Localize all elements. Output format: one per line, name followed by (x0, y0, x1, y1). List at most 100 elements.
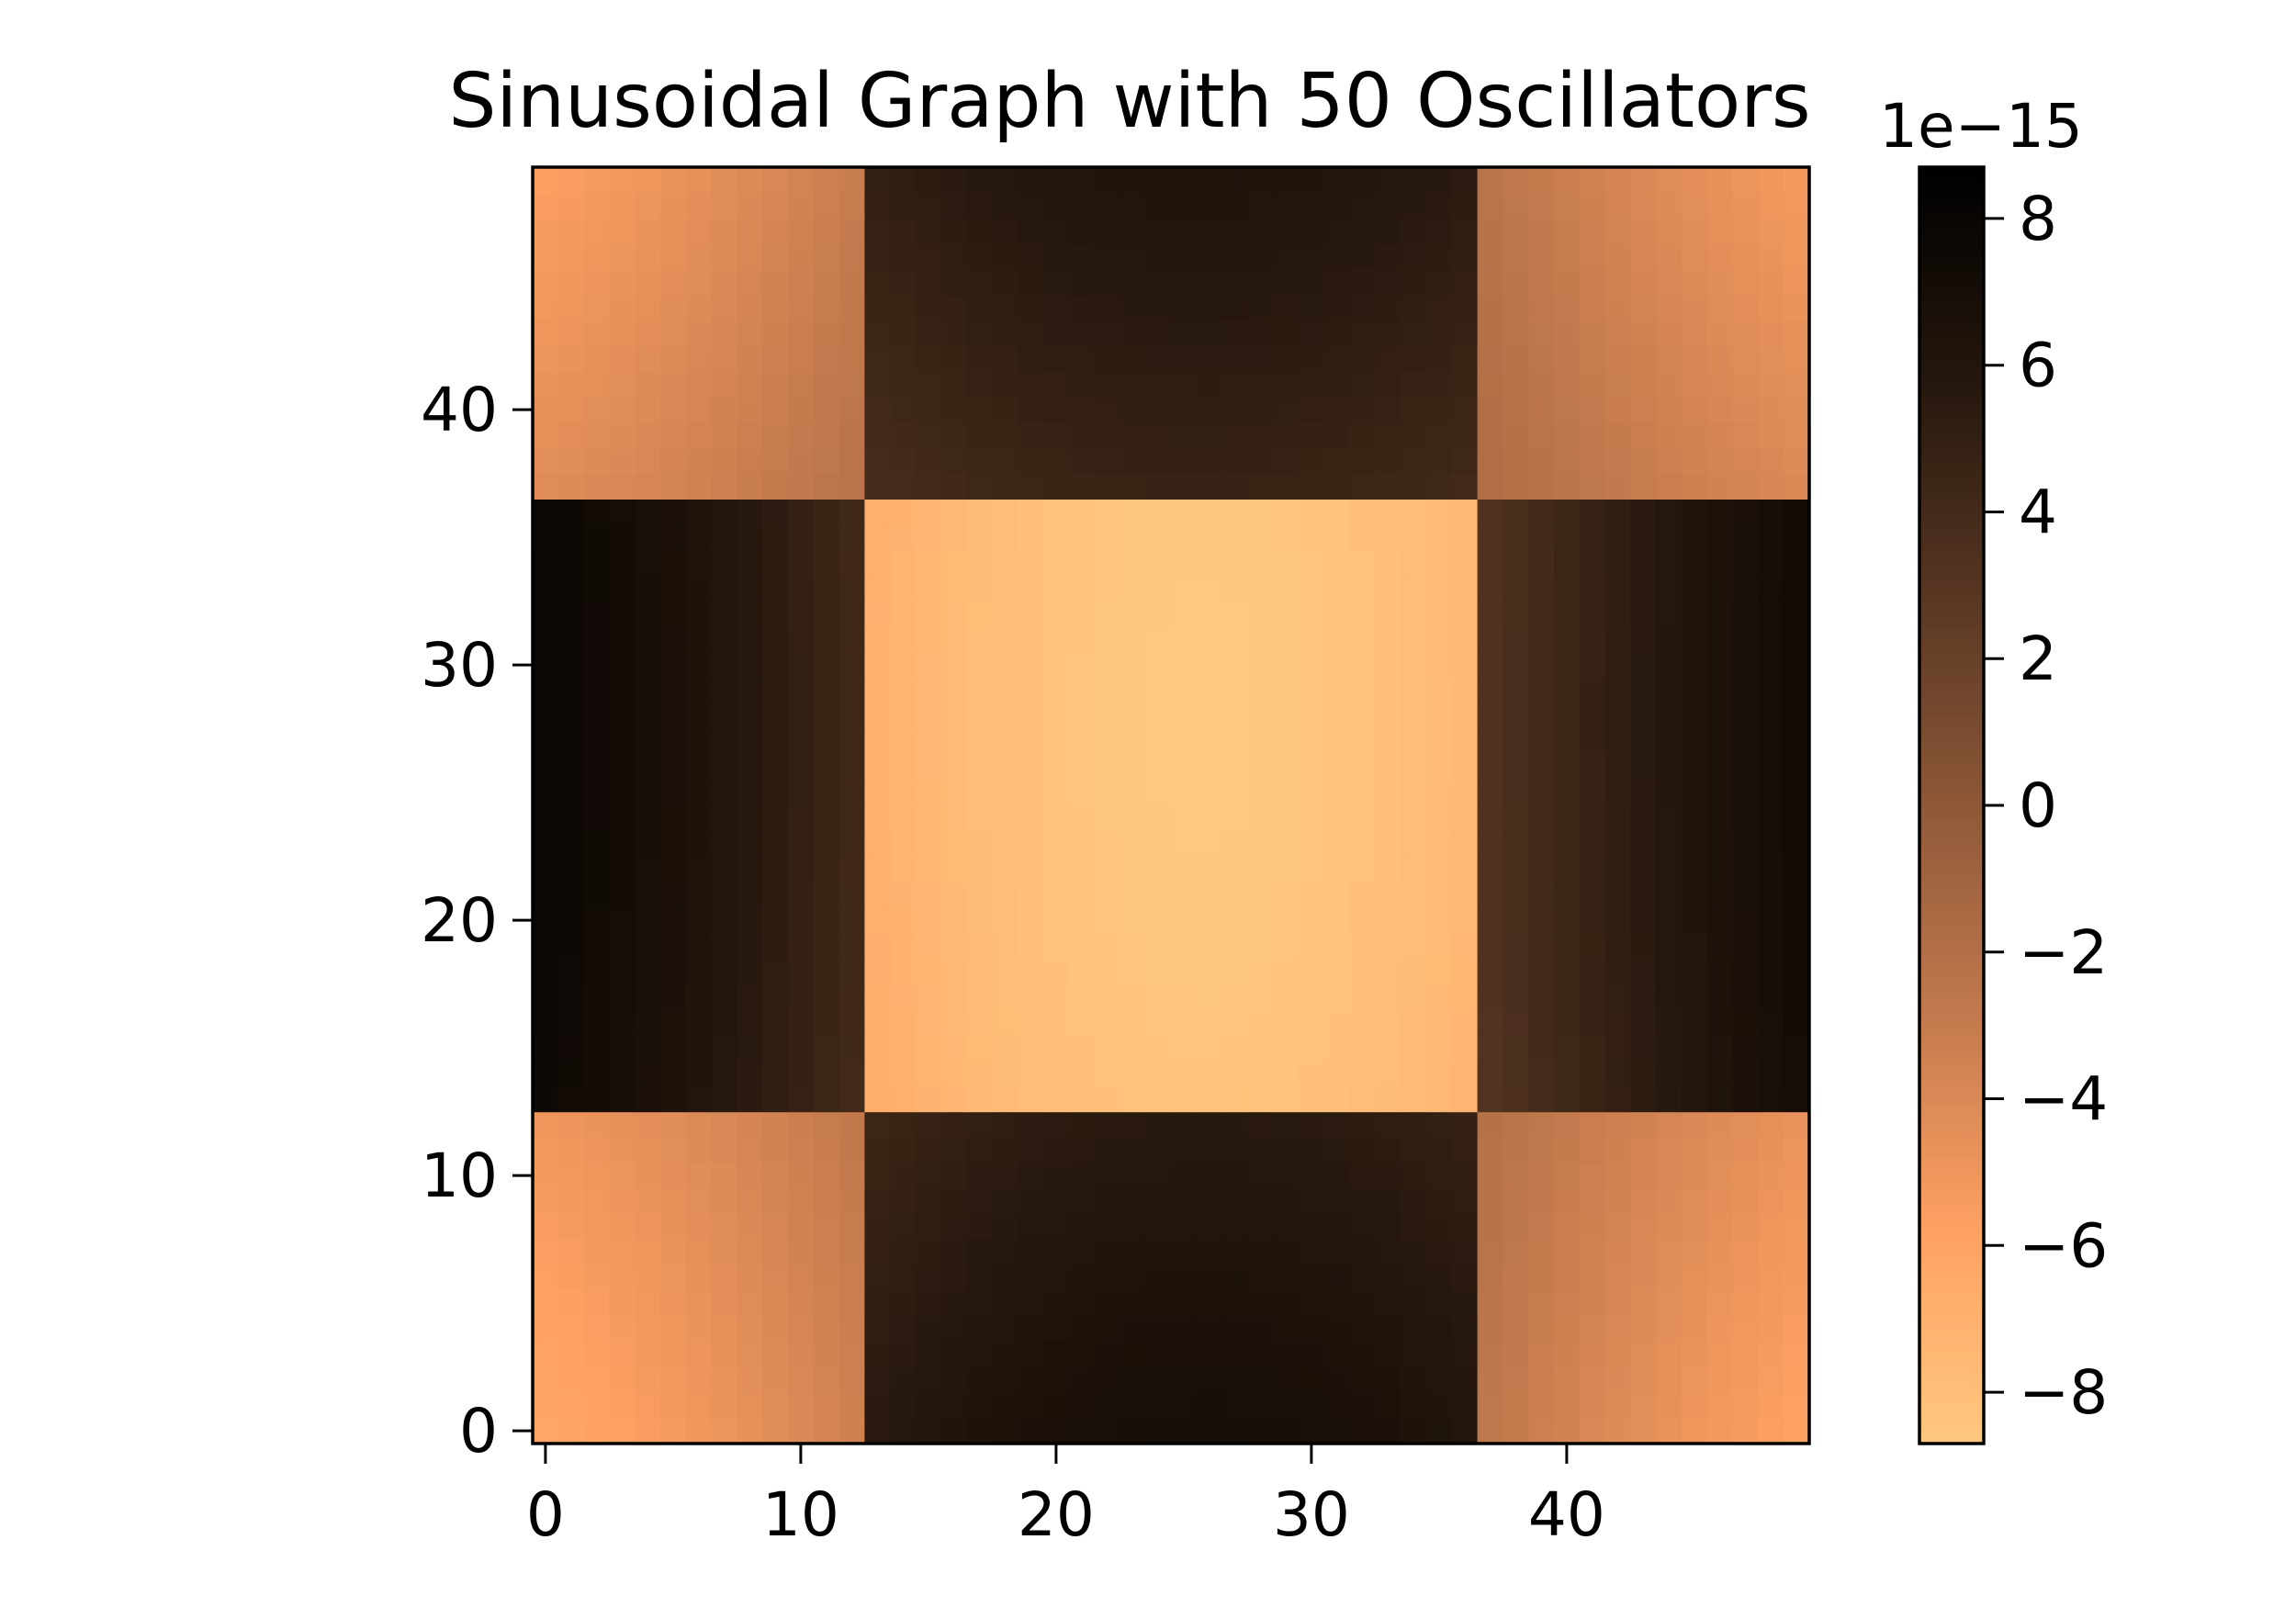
heatmap-cell (1477, 1341, 1503, 1368)
colorbar-segment (1919, 1405, 1984, 1413)
heatmap-cell (1732, 1137, 1759, 1163)
heatmap-cell (762, 1341, 789, 1368)
heatmap-cell (583, 473, 610, 500)
heatmap-cell (1630, 754, 1657, 781)
heatmap-cell (838, 882, 865, 908)
heatmap-cell (1604, 1290, 1631, 1317)
colorbar-segment (1919, 1188, 1984, 1196)
heatmap-cell (1145, 269, 1172, 296)
heatmap-cell (966, 754, 993, 781)
heatmap-cell (557, 601, 585, 627)
heatmap-cell (1349, 1290, 1376, 1317)
heatmap-cell (1323, 830, 1351, 858)
heatmap-cell (1299, 1341, 1325, 1368)
heatmap-cell (1068, 754, 1096, 781)
heatmap-cell (916, 678, 942, 704)
heatmap-cell (1732, 805, 1759, 832)
heatmap-cell (940, 1213, 968, 1241)
heatmap-cell (762, 397, 789, 423)
heatmap-cell (1323, 218, 1351, 244)
heatmap-cell (635, 882, 661, 908)
heatmap-cell (737, 371, 763, 398)
heatmap-cell (1273, 1264, 1300, 1291)
heatmap-cell (1094, 780, 1120, 806)
heatmap-cell (1401, 1061, 1427, 1087)
heatmap-cell (635, 754, 661, 781)
heatmap-cell (1299, 371, 1325, 398)
heatmap-cell (992, 218, 1019, 244)
heatmap-cell (1018, 192, 1044, 219)
heatmap-cell (1043, 371, 1070, 398)
heatmap-cell (1732, 473, 1759, 500)
heatmap-cell (533, 550, 559, 577)
heatmap-cell (813, 1239, 840, 1265)
heatmap-cell (737, 1085, 763, 1113)
heatmap-cell (1656, 856, 1683, 882)
colorbar-segment (1919, 1431, 1984, 1438)
heatmap-cell (966, 856, 993, 882)
heatmap-cell (635, 371, 661, 398)
colorbar-segment (1919, 1213, 1984, 1221)
heatmap-cell (1732, 1085, 1759, 1113)
heatmap-cell (916, 422, 942, 449)
heatmap-cell (1018, 907, 1044, 934)
colorbar-segment (1919, 282, 1984, 289)
heatmap-cell (1630, 678, 1657, 704)
heatmap-cell (1656, 295, 1683, 321)
heatmap-cell (1682, 524, 1708, 551)
heatmap-cell (788, 626, 815, 653)
colorbar-segment (1919, 735, 1984, 743)
heatmap-cell (1273, 269, 1300, 296)
heatmap-cell (838, 1366, 865, 1393)
heatmap-cell (1068, 1341, 1096, 1368)
colorbar-segment (1919, 996, 1984, 1005)
colorbar-segment (1919, 300, 1984, 309)
heatmap-cell (1043, 652, 1070, 679)
heatmap-cell (1579, 575, 1606, 602)
colorbar-segment (1919, 1252, 1984, 1260)
heatmap-cell (557, 856, 585, 882)
heatmap-cell (1018, 882, 1044, 908)
heatmap-cell (966, 1137, 993, 1163)
heatmap-cell (685, 371, 713, 398)
heatmap-cell (1706, 550, 1734, 577)
heatmap-cell (1145, 1061, 1172, 1087)
colorbar-segment (1919, 927, 1984, 934)
heatmap-cell (1579, 218, 1606, 244)
heatmap-cell (1068, 601, 1096, 627)
heatmap-cell (992, 1009, 1019, 1036)
colorbar-segment (1919, 397, 1984, 404)
heatmap-cell (557, 678, 585, 704)
heatmap-cell (1579, 1341, 1606, 1368)
heatmap-cell (1656, 1111, 1683, 1138)
heatmap-cell (685, 1085, 713, 1113)
heatmap-cell (1682, 728, 1708, 755)
heatmap-cell (1043, 1213, 1070, 1241)
heatmap-cell (737, 830, 763, 858)
heatmap-cell (1554, 192, 1581, 219)
heatmap-cell (1221, 702, 1248, 730)
heatmap-cell (1528, 371, 1555, 398)
colorbar-segment (1919, 780, 1984, 787)
heatmap-cell (1323, 1290, 1351, 1317)
heatmap-cell (583, 1188, 610, 1215)
heatmap-cell (583, 422, 610, 449)
heatmap-cell (1477, 882, 1503, 908)
colorbar-segment (1919, 1437, 1984, 1444)
heatmap-cell (1196, 1392, 1223, 1419)
heatmap-cell (1323, 907, 1351, 934)
heatmap-cell (1401, 1085, 1427, 1113)
heatmap-cell (864, 1188, 891, 1215)
heatmap-cell (916, 856, 942, 882)
heatmap-cell (1043, 1188, 1070, 1215)
heatmap-cell (1196, 499, 1223, 525)
heatmap-cell (711, 830, 737, 858)
heatmap-cell (890, 1418, 917, 1444)
heatmap-cell (992, 728, 1019, 755)
heatmap-cell (838, 1188, 865, 1215)
colorbar-segment (1919, 531, 1984, 538)
heatmap-cell (635, 1035, 661, 1062)
colorbar-tick-label: −8 (2019, 1357, 2108, 1428)
heatmap-cell (1094, 702, 1120, 730)
heatmap-cell (1503, 1239, 1529, 1265)
